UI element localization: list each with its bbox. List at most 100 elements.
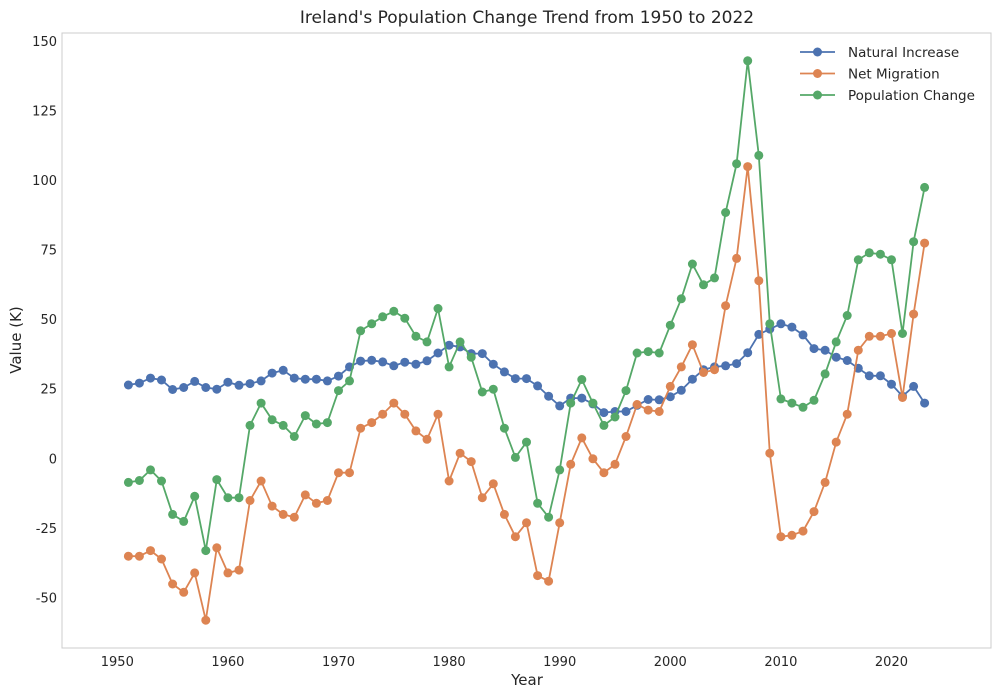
data-point [157, 476, 166, 486]
data-point [610, 412, 620, 422]
data-point [887, 379, 896, 389]
y-tick-label: 0 [49, 452, 57, 467]
data-point [433, 409, 443, 419]
data-point [367, 355, 377, 365]
data-point [787, 322, 797, 332]
legend-label: Natural Increase [848, 45, 959, 61]
chart-title: Ireland's Population Change Trend from 1… [300, 8, 754, 28]
data-point [378, 357, 388, 367]
y-tick-label: 75 [40, 244, 57, 259]
data-point [566, 459, 576, 469]
x-tick-label: 1970 [322, 655, 355, 670]
data-point [621, 432, 631, 441]
data-point [499, 367, 509, 377]
data-point [842, 409, 852, 419]
data-point [577, 433, 587, 443]
data-point [831, 352, 841, 362]
data-point [389, 306, 399, 316]
y-tick-label: -25 [36, 522, 57, 537]
data-point [909, 237, 919, 247]
data-point [201, 615, 211, 625]
data-point [400, 357, 410, 367]
data-point [909, 381, 919, 391]
y-tick-label: 25 [40, 383, 57, 398]
data-point [754, 276, 764, 286]
data-point [864, 248, 874, 258]
data-point [654, 407, 664, 416]
data-point [488, 384, 498, 394]
legend-item: Net Migration [800, 67, 940, 83]
data-point [920, 238, 930, 248]
data-point [887, 255, 896, 265]
data-point [322, 376, 332, 386]
data-point [743, 348, 753, 358]
data-point [234, 565, 244, 575]
plot-area [61, 32, 992, 649]
data-point [201, 383, 211, 392]
data-point [732, 253, 742, 263]
data-point [267, 415, 277, 425]
data-point [190, 491, 200, 501]
data-point [201, 546, 211, 556]
data-point [267, 501, 277, 511]
data-point [477, 387, 487, 397]
data-point [488, 479, 498, 489]
data-point [510, 532, 520, 542]
data-point [278, 509, 288, 519]
data-point [488, 359, 498, 369]
data-point [809, 344, 819, 354]
y-tick-label: 150 [32, 35, 57, 50]
x-tick-label: 2010 [764, 655, 797, 670]
data-point [267, 368, 277, 378]
data-point [190, 568, 200, 578]
series-layer [123, 56, 930, 625]
y-tick-label: -50 [36, 591, 57, 606]
data-point [842, 356, 852, 365]
data-point [123, 477, 133, 487]
x-tick-label: 1950 [101, 655, 134, 670]
data-point [146, 465, 155, 475]
data-point [798, 330, 808, 340]
data-point [256, 398, 266, 408]
data-point [510, 452, 520, 462]
data-point [665, 320, 675, 330]
data-point [798, 526, 808, 536]
data-point [721, 301, 731, 311]
data-point [146, 546, 155, 556]
data-point [466, 457, 476, 467]
data-point [588, 398, 598, 408]
data-point [555, 518, 565, 528]
data-point [289, 512, 299, 522]
data-point [599, 468, 609, 478]
x-axis-label: Year [510, 671, 544, 689]
x-tick-label: 1990 [543, 655, 576, 670]
data-point [444, 476, 454, 486]
data-point [168, 509, 178, 519]
data-point [776, 394, 786, 404]
data-point [544, 391, 554, 401]
data-point [444, 362, 454, 372]
data-point [610, 459, 620, 469]
data-point [334, 371, 343, 381]
data-point [223, 568, 233, 578]
data-point [743, 56, 753, 66]
data-point [555, 401, 565, 411]
data-point [367, 418, 377, 428]
data-point [289, 432, 299, 441]
data-point [665, 381, 675, 391]
data-point [179, 516, 189, 526]
data-point [743, 162, 753, 172]
data-point [809, 507, 819, 517]
data-point [245, 496, 255, 505]
data-point [875, 249, 885, 259]
data-point [256, 376, 266, 386]
data-point [256, 476, 266, 486]
data-point [234, 493, 244, 503]
data-point [168, 385, 178, 394]
data-point [533, 381, 543, 391]
data-point [621, 407, 631, 416]
data-point [477, 493, 487, 503]
data-point [687, 259, 697, 269]
data-point [776, 532, 786, 542]
